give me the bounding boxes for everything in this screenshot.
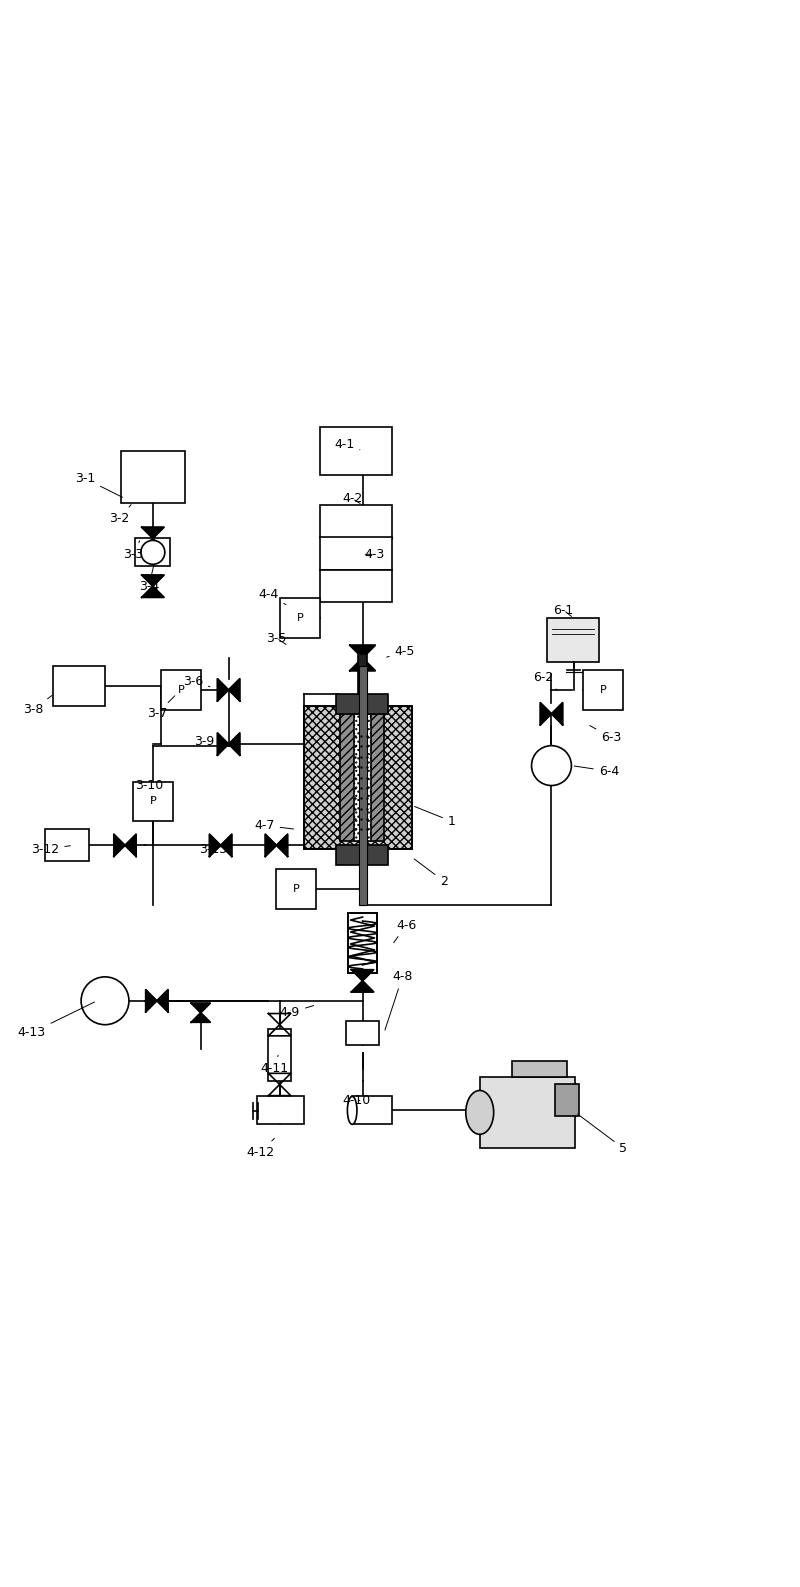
Bar [54,667,105,706]
Text: 4-6: 4-6 [394,919,417,943]
Bar [161,670,201,709]
Text: P: P [150,797,156,806]
Text: 4-8: 4-8 [385,970,413,1030]
Bar [354,714,371,841]
Polygon shape [114,835,125,857]
Bar [340,714,384,841]
Bar [320,427,392,475]
Bar [320,570,392,601]
Text: 4-5: 4-5 [386,644,415,659]
Polygon shape [266,835,277,857]
Text: 4-2: 4-2 [342,492,362,505]
Bar [281,598,320,638]
Polygon shape [142,574,164,586]
Polygon shape [218,733,229,755]
Text: 3-9: 3-9 [194,735,220,747]
Text: 4-7: 4-7 [254,819,294,832]
Polygon shape [351,981,374,992]
Polygon shape [125,835,136,857]
Text: 4-11: 4-11 [261,1055,289,1074]
Text: 6-4: 6-4 [574,765,619,778]
Text: 3-2: 3-2 [110,505,131,525]
Text: P: P [600,686,606,695]
Text: 3-10: 3-10 [134,779,163,798]
Polygon shape [142,527,164,538]
Bar [348,913,377,973]
Text: 4-9: 4-9 [280,1006,314,1019]
Bar [358,667,366,905]
Bar [320,505,392,538]
Polygon shape [221,835,232,857]
Bar [352,1097,392,1124]
Polygon shape [277,835,287,857]
Text: P: P [297,613,304,624]
Polygon shape [191,1003,210,1013]
Text: 3-7: 3-7 [146,695,175,720]
Bar [547,617,599,662]
Ellipse shape [466,1090,494,1135]
Bar [135,538,170,567]
Bar [269,1028,290,1081]
Ellipse shape [347,1097,357,1124]
Circle shape [81,978,129,1025]
Circle shape [531,746,571,786]
Bar [358,654,367,694]
Bar [304,706,412,849]
Polygon shape [210,835,221,857]
Text: 3-3: 3-3 [123,541,143,560]
Bar [346,1020,379,1044]
Bar [348,913,377,973]
Bar [121,451,185,503]
Bar [583,670,623,709]
Text: 6-1: 6-1 [554,603,574,617]
Text: 3-13: 3-13 [198,843,226,855]
Polygon shape [229,733,240,755]
Text: 6-3: 6-3 [590,725,622,744]
Text: 3-12: 3-12 [31,843,70,855]
Polygon shape [551,703,562,725]
Text: 5: 5 [578,1114,627,1155]
Polygon shape [351,970,374,981]
Bar [277,870,316,909]
Bar [304,706,412,849]
Text: 1: 1 [414,806,456,828]
Text: 6-2: 6-2 [534,671,557,690]
Polygon shape [218,679,229,701]
Bar [336,694,388,714]
Text: 4-12: 4-12 [246,1138,274,1159]
Polygon shape [350,659,375,671]
Text: 4-1: 4-1 [334,438,360,451]
Text: 3-4: 3-4 [138,565,159,592]
Text: 3-1: 3-1 [75,471,122,497]
Text: P: P [293,884,300,893]
Polygon shape [350,646,375,659]
Text: 3-5: 3-5 [266,632,286,644]
Polygon shape [142,586,164,597]
Text: 3-6: 3-6 [182,676,210,689]
Polygon shape [157,990,168,1013]
Bar [480,1076,575,1149]
Text: 2: 2 [414,859,448,887]
Bar [257,1097,304,1124]
Circle shape [141,541,165,565]
Text: 4-13: 4-13 [18,1001,94,1039]
Text: 4-4: 4-4 [258,587,286,605]
Text: 3-8: 3-8 [23,695,52,716]
Polygon shape [146,990,157,1013]
Bar [133,781,173,822]
Bar [336,846,388,865]
Polygon shape [142,538,164,549]
Text: P: P [178,686,184,695]
Polygon shape [229,679,240,701]
Bar [555,1084,579,1116]
Bar [512,1060,567,1076]
Bar [320,536,392,570]
Polygon shape [540,703,551,725]
Text: 4-3: 4-3 [364,548,385,560]
Bar [46,830,89,862]
Polygon shape [191,1013,210,1022]
Text: 4-10: 4-10 [342,1093,370,1106]
